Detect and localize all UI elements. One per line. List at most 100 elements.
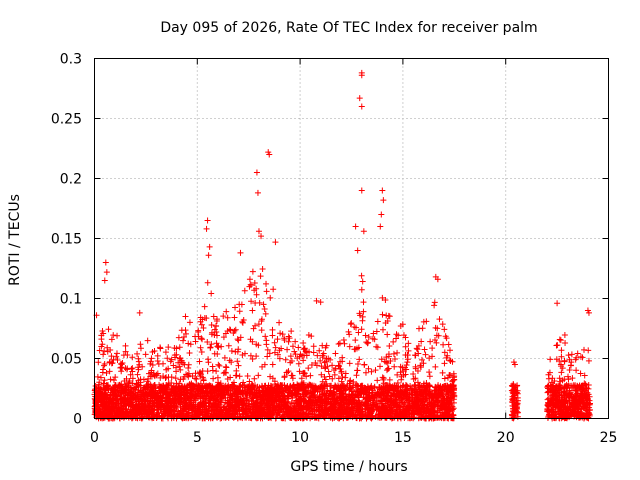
data-point [229, 390, 236, 397]
data-point [371, 336, 378, 343]
data-point [127, 393, 134, 400]
data-point [323, 401, 330, 408]
data-point [107, 376, 114, 383]
data-point [356, 399, 363, 406]
data-point [216, 409, 223, 416]
data-point [197, 387, 204, 394]
data-point [423, 408, 430, 415]
data-point [393, 335, 400, 342]
data-point [392, 403, 399, 410]
data-point [221, 354, 228, 361]
data-point [224, 314, 231, 321]
data-point [341, 340, 348, 347]
data-point [203, 315, 210, 322]
data-point [399, 383, 406, 390]
data-point [95, 381, 102, 388]
data-point [126, 379, 133, 386]
data-point [193, 386, 200, 393]
data-point [200, 376, 207, 383]
data-point [265, 401, 272, 408]
data-point [255, 321, 262, 328]
data-point [211, 390, 218, 397]
data-point [403, 361, 410, 368]
data-point [161, 404, 168, 411]
data-point [323, 411, 330, 418]
data-point [327, 414, 334, 421]
data-point [433, 339, 440, 346]
data-point [204, 390, 211, 397]
data-point [178, 327, 185, 334]
data-point [243, 394, 250, 401]
data-point [150, 411, 157, 418]
data-point [227, 327, 234, 334]
data-point [204, 411, 211, 418]
data-point [420, 380, 427, 387]
data-point [197, 410, 204, 417]
data-point [359, 278, 366, 285]
data-point [375, 405, 382, 412]
data-point [286, 412, 293, 419]
data-point [424, 402, 431, 409]
data-point [173, 368, 180, 375]
data-point [291, 390, 298, 397]
scatter-points [91, 69, 593, 422]
data-point [233, 408, 240, 415]
data-point [405, 340, 412, 347]
data-point [397, 409, 404, 416]
data-point [239, 388, 246, 395]
data-point [409, 389, 416, 396]
data-point [197, 344, 204, 351]
data-point [203, 393, 210, 400]
data-point [186, 319, 193, 326]
data-point [113, 409, 120, 416]
data-point [167, 358, 174, 365]
data-point [114, 414, 121, 421]
data-point [197, 380, 204, 387]
data-point [320, 382, 327, 389]
data-point [260, 301, 267, 308]
data-point [236, 373, 243, 380]
data-point [296, 397, 303, 404]
data-point [394, 349, 401, 356]
data-point [96, 406, 103, 413]
data-point [223, 369, 230, 376]
data-point [111, 383, 118, 390]
data-point [420, 404, 427, 411]
data-point [258, 408, 265, 415]
data-point [343, 412, 350, 419]
data-point [301, 370, 308, 377]
data-point [384, 393, 391, 400]
data-point [272, 344, 279, 351]
data-point [251, 280, 258, 287]
data-point [168, 385, 175, 392]
data-point [234, 386, 241, 393]
data-point [371, 384, 378, 391]
data-point [264, 395, 271, 402]
data-point [323, 396, 330, 403]
data-point [420, 414, 427, 421]
data-point [412, 363, 419, 370]
data-point [102, 391, 109, 398]
data-point [357, 388, 364, 395]
data-point [101, 362, 108, 369]
data-point [157, 344, 164, 351]
data-point [180, 337, 187, 344]
data-point [356, 391, 363, 398]
data-point [431, 299, 438, 306]
data-point [200, 325, 207, 332]
data-point [149, 361, 156, 368]
data-point [425, 390, 432, 397]
data-point [408, 398, 415, 405]
data-point [272, 382, 279, 389]
data-point [249, 268, 256, 275]
data-point [199, 336, 206, 343]
data-point [145, 375, 152, 382]
data-point [177, 366, 184, 373]
data-point [167, 392, 174, 399]
data-point [413, 392, 420, 399]
data-point [201, 303, 208, 310]
data-point [249, 307, 256, 314]
data-point [336, 388, 343, 395]
data-point [215, 344, 222, 351]
data-point [151, 388, 158, 395]
